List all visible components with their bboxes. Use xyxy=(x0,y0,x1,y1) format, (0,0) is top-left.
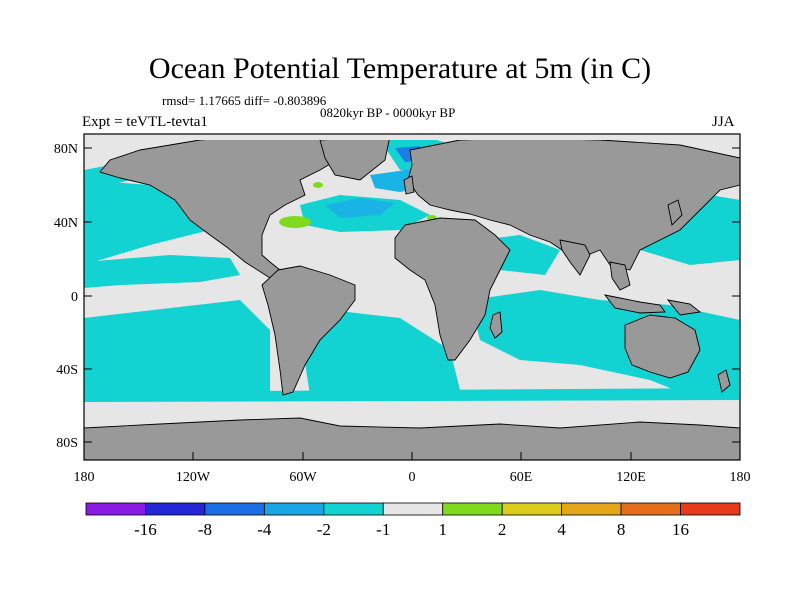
legend-label: -4 xyxy=(257,520,272,539)
map-plot-area xyxy=(84,134,740,460)
legend-colorbar xyxy=(85,502,741,516)
y-tick-0: 0 xyxy=(71,290,78,305)
legend-label: 4 xyxy=(557,520,566,539)
legend-swatch xyxy=(620,502,681,516)
new-zealand xyxy=(717,369,731,393)
legend-swatch xyxy=(382,502,444,516)
legend-swatch xyxy=(145,502,206,516)
legend-label: -2 xyxy=(317,520,331,539)
legend-label: -8 xyxy=(198,520,212,539)
y-tick-80s: 80S xyxy=(56,436,78,451)
legend-swatch xyxy=(204,502,265,516)
y-tick-80n: 80N xyxy=(54,142,78,157)
legend-swatch xyxy=(263,502,325,516)
legend-swatch xyxy=(680,502,741,516)
legend-swatch xyxy=(323,502,384,516)
legend-labels: -16 -8 -4 -2 -1 1 2 4 8 16 xyxy=(134,520,689,539)
arctic-strip xyxy=(84,134,740,140)
x-tick-180e: 180 xyxy=(730,470,751,485)
x-tick-labels: 180 120W 60W 0 60E 120E 180 xyxy=(74,470,751,485)
new-guinea xyxy=(666,299,702,316)
legend-label: 2 xyxy=(498,520,507,539)
legend-label: -16 xyxy=(134,520,157,539)
x-tick-180w: 180 xyxy=(74,470,95,485)
x-tick-marks xyxy=(83,452,741,460)
africa xyxy=(394,217,511,361)
period-line: 0820kyr BP - 0000kyr BP xyxy=(320,105,456,120)
warming-regions xyxy=(279,182,684,375)
southeast-asia xyxy=(609,261,631,291)
x-tick-120e: 120E xyxy=(616,470,646,485)
legend-label: 1 xyxy=(438,520,447,539)
japan xyxy=(667,199,683,226)
antarctica xyxy=(84,417,740,460)
west-atlantic-warming xyxy=(279,216,311,228)
india xyxy=(559,239,591,276)
south-pacific-band xyxy=(84,300,270,398)
legend-label: 16 xyxy=(672,520,689,539)
south-ocean-strip xyxy=(84,388,740,402)
legend-swatch xyxy=(85,502,146,516)
legend-label: 8 xyxy=(617,520,626,539)
y-tick-40s: 40S xyxy=(56,363,78,378)
gulf-stream-cooling xyxy=(325,198,395,218)
y-tick-40n: 40N xyxy=(54,216,78,231)
labrador-warming xyxy=(313,182,323,188)
south-atlantic-band xyxy=(300,310,460,395)
hudson-band xyxy=(84,165,130,190)
season-label: JJA xyxy=(712,114,735,130)
experiment-label: Expt = teVTL-tevta1 xyxy=(82,114,208,130)
south-america xyxy=(261,265,356,396)
x-tick-120w: 120W xyxy=(176,470,211,485)
indonesia xyxy=(603,294,666,314)
legend-swatch xyxy=(501,502,563,516)
legend-label: -1 xyxy=(376,520,390,539)
x-tick-60e: 60E xyxy=(510,470,533,485)
australia xyxy=(624,314,701,379)
y-tick-marks xyxy=(84,147,740,443)
legend-swatch xyxy=(442,502,503,516)
eurasia xyxy=(407,137,740,271)
madagascar xyxy=(489,311,503,339)
y-tick-labels: 80N 40N 0 40S 80S xyxy=(54,142,78,451)
uk xyxy=(403,175,415,195)
tropical-pacific-band xyxy=(84,255,240,288)
stats-line: rmsd= 1.17665 diff= -0.803896 xyxy=(162,93,327,108)
legend-swatch xyxy=(561,502,622,516)
x-tick-60w: 60W xyxy=(289,470,317,485)
x-tick-0: 0 xyxy=(409,470,416,485)
land xyxy=(84,134,740,460)
map-title: Ocean Potential Temperature at 5m (in C) xyxy=(148,52,652,85)
